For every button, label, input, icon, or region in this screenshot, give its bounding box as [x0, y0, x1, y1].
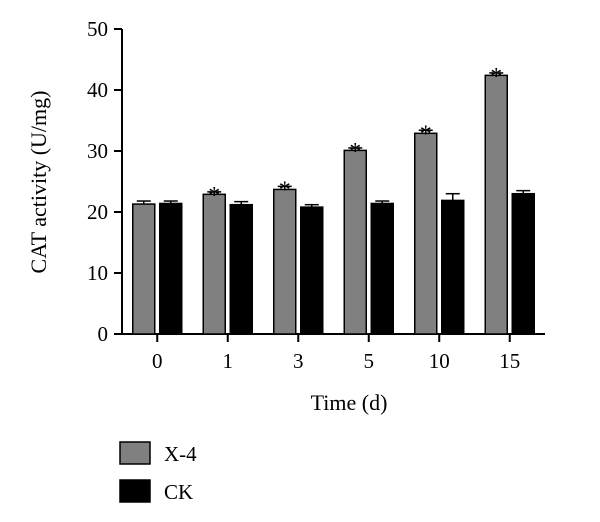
bar-ck-1 [229, 203, 253, 335]
y-tick-label: 50 [87, 17, 108, 41]
x-axis: 0 1 3 5 10 15 [122, 333, 545, 373]
legend-swatch [119, 479, 151, 503]
bar-x4-0 [132, 203, 156, 335]
legend-label: X-4 [164, 442, 197, 466]
significance-marker: * [208, 183, 220, 209]
bar-x4-3 [273, 188, 297, 335]
bar-ck-0 [159, 202, 183, 335]
bar-ck-3 [300, 206, 324, 335]
y-tick-label: 10 [87, 261, 108, 285]
bar-ck-10 [441, 199, 465, 335]
bar-x4-15 [484, 74, 508, 335]
x-tick-label: 5 [364, 349, 375, 373]
legend-label: CK [164, 480, 193, 504]
bar-x4-5 [343, 149, 367, 335]
x-tick-label: 3 [293, 349, 304, 373]
x-axis-title: Time (d) [311, 390, 388, 415]
significance-marker: * [420, 121, 432, 147]
significance-marker: * [349, 139, 361, 165]
x-tick-label: 0 [152, 349, 163, 373]
y-tick-label: 0 [98, 322, 109, 346]
significance-marker: * [279, 177, 291, 203]
bar-x4-10 [414, 132, 438, 335]
y-tick-label: 30 [87, 139, 108, 163]
x-tick-label: 15 [499, 349, 520, 373]
legend-swatch [119, 441, 151, 465]
y-tick-label: 20 [87, 200, 108, 224]
bar-x4-1 [202, 193, 226, 335]
significance-marker: * [490, 64, 502, 90]
y-axis-title: CAT activity (U/mg) [26, 91, 51, 274]
y-tick-label: 40 [87, 78, 108, 102]
bar-ck-15 [511, 192, 535, 335]
y-axis: 0 10 20 30 40 50 [87, 17, 123, 346]
bar-ck-5 [370, 202, 394, 335]
legend: X-4 CK [119, 441, 197, 504]
x-tick-label: 10 [429, 349, 450, 373]
bars: * * * * * [132, 64, 535, 335]
x-tick-label: 1 [223, 349, 234, 373]
